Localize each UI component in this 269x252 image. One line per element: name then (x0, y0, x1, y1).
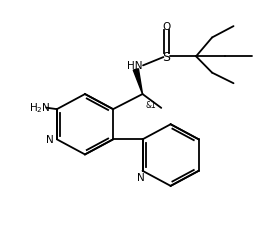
Text: O: O (162, 22, 171, 32)
Text: HN: HN (127, 61, 142, 71)
Text: N: N (137, 172, 145, 182)
Text: H$_2$N: H$_2$N (29, 100, 50, 114)
Polygon shape (133, 70, 143, 95)
Text: S: S (163, 51, 171, 64)
Text: &1: &1 (145, 100, 156, 109)
Text: N: N (45, 135, 53, 145)
